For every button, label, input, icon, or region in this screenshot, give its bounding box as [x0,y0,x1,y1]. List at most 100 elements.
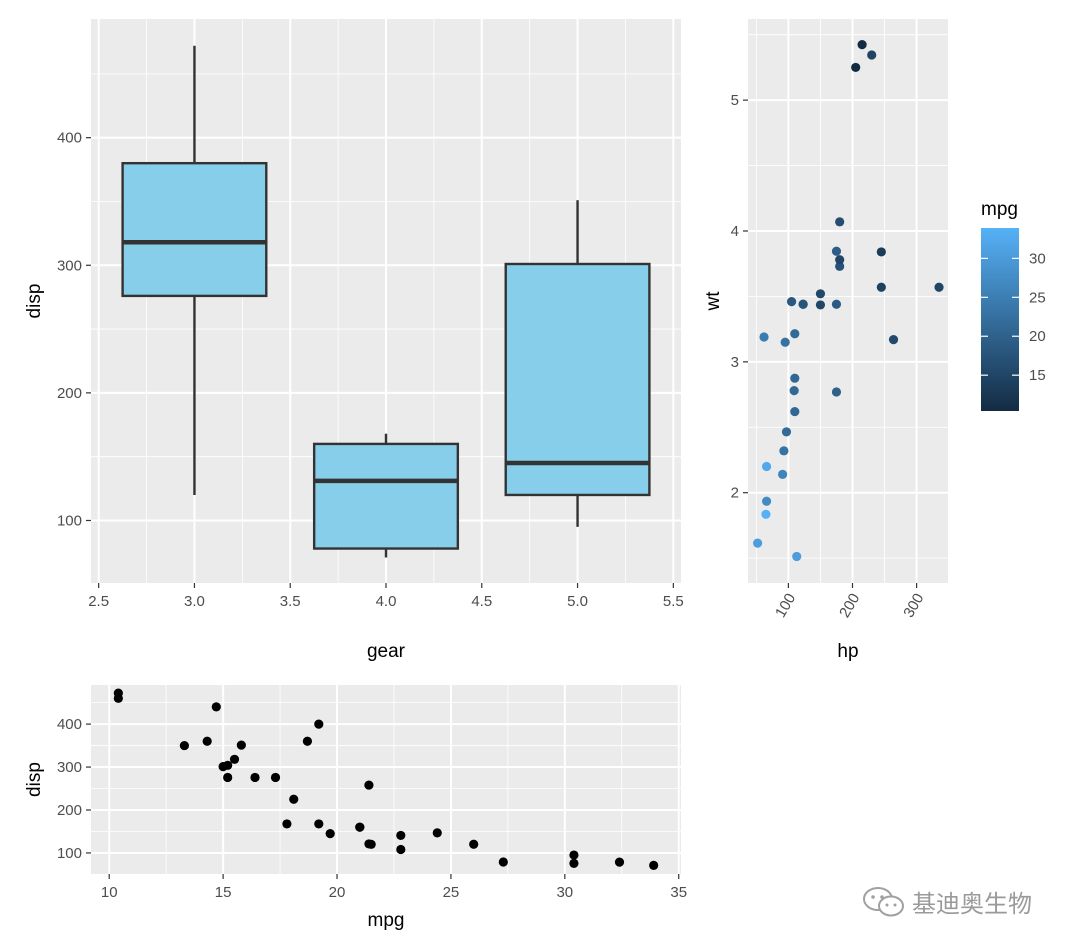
x-axis-title: mpg [368,910,405,931]
legend-mpg: mpg 15 20 25 30 [981,199,1046,411]
y-tick-label: 400 [57,130,82,147]
legend-label: 30 [1029,250,1046,267]
point [780,337,790,347]
x-tick-label: 35 [670,884,687,901]
legend-label: 25 [1029,289,1046,306]
point [218,762,228,772]
scatter-mpg-disp: 10 15 20 25 30 35 100 200 300 400 mpg disp [24,685,687,931]
y-axis-title: disp [24,762,45,797]
point [779,446,789,456]
point [831,299,842,309]
y-axis-title: wt [703,291,724,312]
x-tick-label: 100 [772,590,799,620]
legend-title: mpg [981,199,1018,220]
x-tick-label: 25 [443,884,460,901]
point [314,819,324,829]
y-tick-label: 5 [731,92,739,109]
x-tick-label: 5.0 [567,593,588,610]
y-tick-label: 4 [731,223,739,240]
y-tick-label: 2 [731,485,739,502]
boxplot-gear-disp: 2.5 3.0 3.5 4.0 4.5 5.0 5.5 100 200 300 400 gear dis… [24,19,684,662]
point [876,282,886,292]
point [761,461,772,472]
point [753,538,763,548]
point [211,702,221,712]
point [831,387,842,397]
point [815,289,826,299]
point [314,719,324,729]
box-iqr [121,161,268,298]
scatter-hp-wt: 100 200 300 2 3 4 5 hp wt [703,19,948,662]
point [835,261,845,271]
point [792,551,802,562]
y-tick-label: 100 [57,512,82,529]
x-tick-label: 300 [900,590,927,620]
point [876,247,886,257]
point [798,299,808,309]
point [364,780,374,790]
x-axis-title: gear [367,641,406,662]
y-tick-label: 400 [57,716,82,733]
panel-background [91,685,681,874]
y-axis-title: disp [24,284,45,319]
point [888,335,899,345]
point [761,509,771,519]
point [835,255,845,265]
box-iqr [312,442,460,550]
point [649,860,659,870]
point [364,839,374,849]
point [396,830,406,841]
x-tick-label: 200 [836,590,863,620]
point [790,329,800,339]
box-gear-3 [121,45,268,495]
y-tick-label: 3 [731,354,739,371]
point [236,740,246,750]
legend-label: 15 [1029,367,1046,384]
box-iqr [504,262,651,497]
point [325,829,335,839]
colorbar [981,228,1019,411]
x-tick-label: 2.5 [88,593,109,610]
x-tick-label: 5.5 [663,593,684,610]
point [815,300,826,310]
point [851,62,861,73]
x-tick-label: 4.0 [376,593,397,610]
point [202,736,212,746]
y-tick-label: 200 [57,385,82,402]
point [790,373,800,383]
point [831,246,842,256]
point [113,693,123,703]
y-tick-label: 300 [57,759,82,776]
point [569,858,579,868]
point [229,754,240,764]
x-tick-label: 3.0 [184,593,205,610]
point [934,282,944,292]
x-tick-label: 3.5 [280,593,301,610]
point [282,819,292,829]
x-axis-title: hp [837,641,858,662]
wechat-icon [863,886,904,916]
point [179,740,189,751]
point [761,496,772,506]
point [789,386,799,396]
point [432,828,442,838]
point [396,844,406,855]
point [569,850,579,860]
watermark-text: 基迪奥生物 [912,890,1032,918]
point [614,857,625,867]
y-tick-label: 100 [57,845,82,862]
point [857,40,867,50]
point [835,217,845,227]
box-gear-4 [312,433,460,558]
point [250,772,260,783]
watermark: 基迪奥生物 [862,884,1032,919]
point [469,839,479,849]
point [867,50,877,60]
point [778,469,788,479]
point [498,857,508,867]
point [289,794,299,804]
point [786,297,797,307]
x-tick-label: 15 [215,884,232,901]
panel-background [748,19,948,583]
box-gear-5 [504,200,651,527]
